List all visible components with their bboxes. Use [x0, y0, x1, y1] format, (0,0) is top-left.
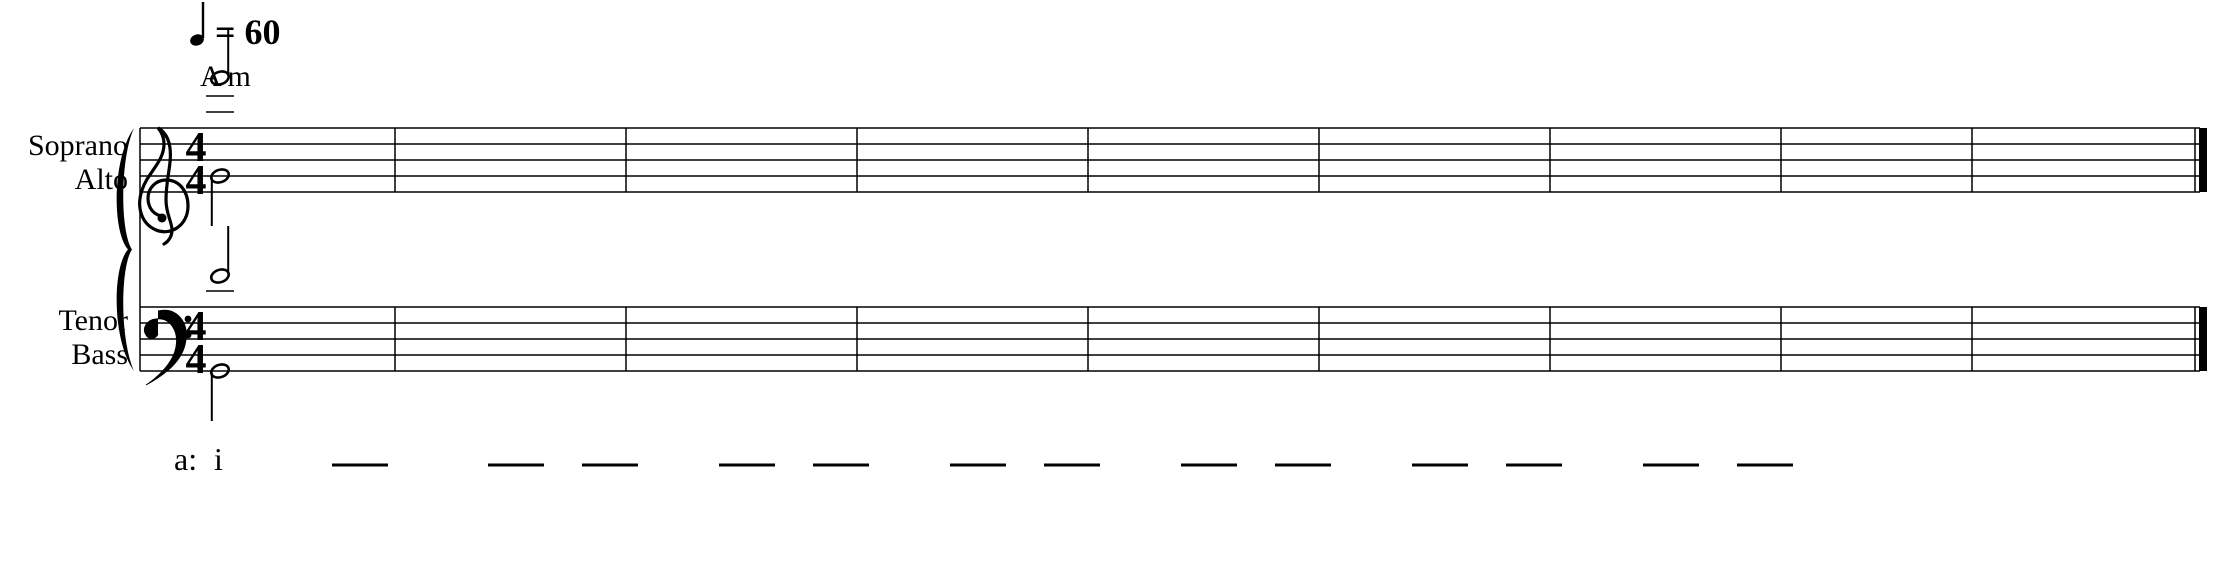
music-score: = 60A mSopranoAlto44TenorBass44a:i: [0, 0, 2221, 577]
timesig-bottom: 4: [186, 337, 207, 383]
svg-text:= 60: = 60: [215, 12, 281, 52]
analysis-key-label: a:: [174, 441, 197, 477]
staff-label: Soprano: [28, 129, 128, 162]
staff-label: Bass: [71, 338, 128, 371]
final-barline: [2199, 307, 2207, 371]
timesig-bottom: 4: [186, 158, 207, 204]
analysis-roman-numeral: i: [214, 441, 223, 477]
final-barline: [2199, 128, 2207, 192]
chord-symbol: A m: [200, 60, 251, 93]
